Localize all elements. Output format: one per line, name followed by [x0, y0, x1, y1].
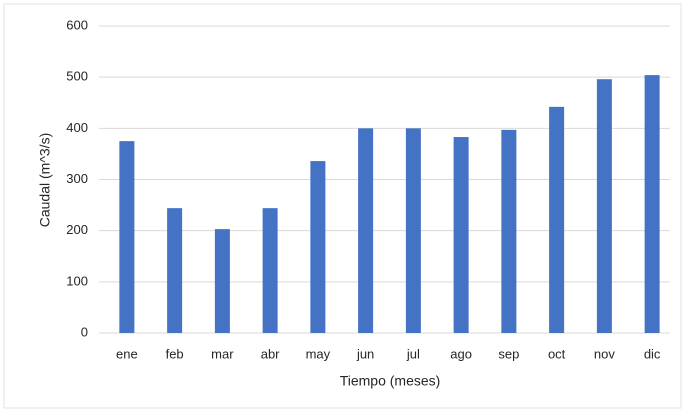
bar	[262, 208, 278, 333]
x-tick-label: jun	[356, 346, 374, 361]
bar	[453, 137, 469, 333]
x-tick-label: dic	[644, 346, 661, 361]
x-tick-label: sep	[498, 346, 519, 361]
bar	[119, 141, 135, 333]
x-tick-label: nov	[594, 346, 615, 361]
y-tick-label: 500	[66, 69, 88, 84]
chart-frame	[3, 3, 682, 409]
y-tick-label: 200	[66, 222, 88, 237]
x-tick-label: oct	[548, 346, 566, 361]
bar	[596, 79, 612, 333]
x-tick-label: mar	[211, 346, 234, 361]
y-tick-label: 300	[66, 171, 88, 186]
y-tick-label: 400	[66, 120, 88, 135]
x-tick-label: may	[306, 346, 331, 361]
y-tick-label: 0	[81, 324, 88, 339]
y-axis-title: Caudal (m^3/s)	[37, 133, 53, 228]
x-axis-title: Tiempo (meses)	[340, 373, 441, 389]
bar	[214, 229, 230, 333]
bar	[167, 208, 183, 333]
x-tick-label: ago	[450, 346, 472, 361]
bar	[501, 129, 517, 333]
x-tick-label: ene	[116, 346, 138, 361]
bar	[358, 128, 374, 333]
y-tick-label: 100	[66, 273, 88, 288]
y-tick-label: 600	[66, 17, 88, 32]
x-tick-label: feb	[166, 346, 184, 361]
bar	[644, 75, 660, 334]
bar	[405, 128, 421, 333]
x-tick-label: abr	[261, 346, 280, 361]
x-tick-label: jul	[406, 346, 420, 361]
bar	[549, 106, 565, 334]
bar	[310, 161, 326, 333]
